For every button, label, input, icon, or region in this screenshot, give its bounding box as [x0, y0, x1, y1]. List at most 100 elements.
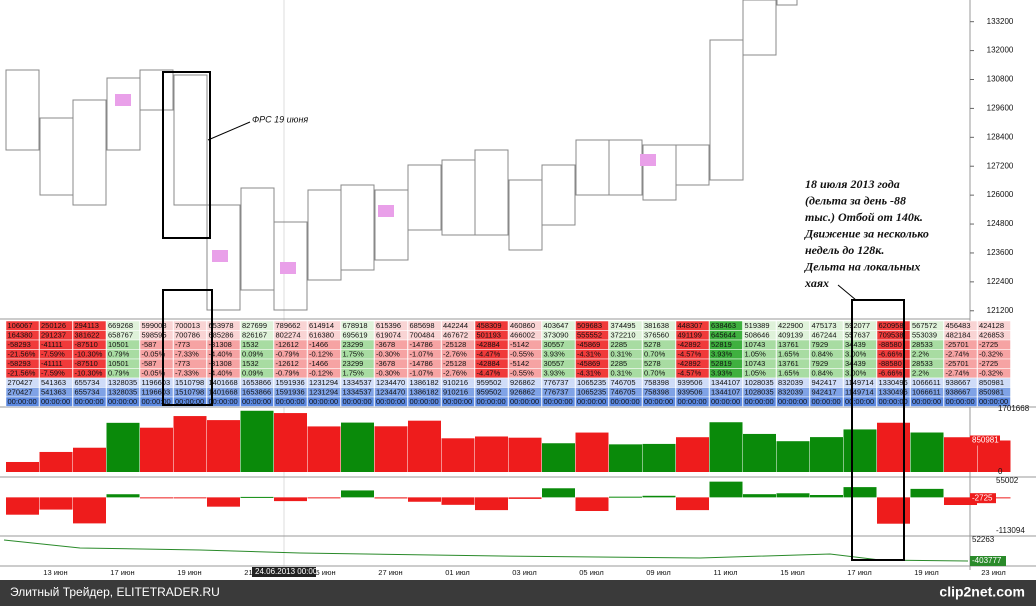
table-cell-text: 34439: [845, 359, 866, 368]
table-cell-text: -12612: [276, 359, 299, 368]
table-cell-text: 13761: [778, 340, 799, 349]
table-cell-text: 0.31%: [611, 368, 633, 377]
poc-box: [280, 262, 296, 274]
table-cell: [742, 396, 777, 407]
table-cell-text: 1330496: [879, 378, 908, 387]
table-cell-text: -4.57%: [678, 368, 702, 377]
table-cell-text: 2285: [611, 359, 628, 368]
date-label: 13 июн: [43, 568, 67, 577]
table-cell-text: -7.33%: [175, 368, 199, 377]
day-box: [541, 164, 576, 226]
table-cell-text: 1334537: [343, 378, 372, 387]
table-cell-text: 1234470: [376, 387, 405, 396]
table-cell-text: 685286: [209, 330, 234, 339]
last-value-tag: [970, 493, 996, 504]
last-value-tag: [970, 435, 1000, 446]
table-cell-text: 1328035: [108, 387, 137, 396]
table-cell-text: -2.74%: [946, 368, 970, 377]
table-cell-text: 758398: [644, 387, 669, 396]
volume-bar: [776, 441, 810, 472]
table-cell-text: 00:00:00: [410, 397, 439, 406]
table-cell-text: 1334537: [343, 387, 372, 396]
table-cell-text: -87510: [75, 340, 98, 349]
table-cell-text: 0.09%: [242, 349, 264, 358]
table-cell-text: 700013: [175, 321, 200, 330]
table-cell: [407, 396, 442, 407]
date-label: 15 июл: [780, 568, 804, 577]
volume-tick-label: 0: [998, 467, 1003, 476]
table-cell-text: 00:00:00: [175, 397, 204, 406]
price-tick-label: 121200: [987, 306, 1014, 315]
table-cell-text: -773: [175, 359, 190, 368]
table-cell: [910, 396, 944, 407]
table-cell-text: 5278: [644, 340, 661, 349]
table-cell-text: -5142: [510, 359, 529, 368]
day-box: [407, 164, 442, 231]
volume-bar: [877, 422, 910, 472]
volume-bar: [6, 461, 39, 472]
table-cell-text: 409139: [778, 330, 803, 339]
delta-bar: [140, 497, 173, 499]
delta-tick-label: 55002: [996, 476, 1019, 485]
table-cell-text: 1028035: [745, 378, 774, 387]
table-cell-text: 270427: [8, 378, 33, 387]
poc-box: [378, 205, 394, 217]
table-cell-text: 557637: [845, 330, 870, 339]
day-box: [776, 0, 798, 6]
table-cell: [139, 396, 174, 407]
table-cell-text: -0.12%: [309, 349, 333, 358]
table-cell-text: 2.2%: [912, 349, 929, 358]
table-cell-text: 52819: [711, 359, 732, 368]
table-cell-text: 422900: [778, 321, 803, 330]
table-cell-text: -2.74%: [946, 349, 970, 358]
date-label: 19 июн: [177, 568, 201, 577]
delta-bar: [341, 490, 374, 498]
delta-bar: [6, 497, 39, 515]
delta-bar: [374, 497, 408, 499]
table-cell-text: 0.79%: [108, 368, 130, 377]
table-cell: [776, 396, 810, 407]
table-cell-text: 758398: [644, 378, 669, 387]
table-cell-text: -10.30%: [75, 349, 103, 358]
table-cell-text: 776737: [544, 378, 569, 387]
delta-bar: [274, 497, 307, 502]
background: [0, 0, 1036, 580]
table-cell-text: 1066611: [912, 378, 941, 387]
table-cell-text: 442244: [443, 321, 468, 330]
table-cell-text: -14786: [410, 340, 433, 349]
table-cell-text: 3.00%: [845, 368, 867, 377]
table-cell-text: 832039: [778, 387, 803, 396]
table-cell-text: -42884: [477, 340, 500, 349]
table-cell-text: 3.93%: [711, 368, 733, 377]
table-cell-text: 614914: [309, 321, 334, 330]
table-cell-text: -58293: [8, 340, 31, 349]
table-cell-text: -4.57%: [678, 349, 702, 358]
table-cell-text: -0.05%: [142, 368, 166, 377]
volume-bar: [408, 420, 441, 472]
day-box: [206, 204, 241, 311]
volume-bar: [341, 422, 374, 472]
table-cell-text: 746705: [611, 378, 636, 387]
dynamic-layer: 133200 132000 130800 129600 128400 127200 1260…: [5, 17, 1030, 577]
day-box: [608, 139, 643, 196]
table-cell-text: 23299: [343, 359, 364, 368]
table-cell-text: 250126: [41, 321, 66, 330]
table-cell: [642, 396, 676, 407]
table-cell-text: 802274: [276, 330, 301, 339]
table-cell-text: -4.47%: [477, 349, 501, 358]
table-cell-text: 619074: [376, 330, 401, 339]
price-tick-label: 133200: [987, 17, 1014, 26]
table-cell-text: -7.59%: [41, 349, 65, 358]
table-cell: [508, 396, 542, 407]
table-cell-text: 553039: [912, 330, 937, 339]
table-cell-text: 1401668: [209, 387, 238, 396]
table-cell: [374, 396, 408, 407]
table-cell-text: 00:00:00: [75, 397, 104, 406]
table-cell-text: 939506: [678, 387, 703, 396]
table-cell-text: 0.70%: [644, 368, 666, 377]
table-cell-text: 938667: [946, 378, 971, 387]
table-cell-text: -0.30%: [376, 349, 400, 358]
table-cell-text: -1.07%: [410, 368, 434, 377]
table-cell: [608, 396, 643, 407]
